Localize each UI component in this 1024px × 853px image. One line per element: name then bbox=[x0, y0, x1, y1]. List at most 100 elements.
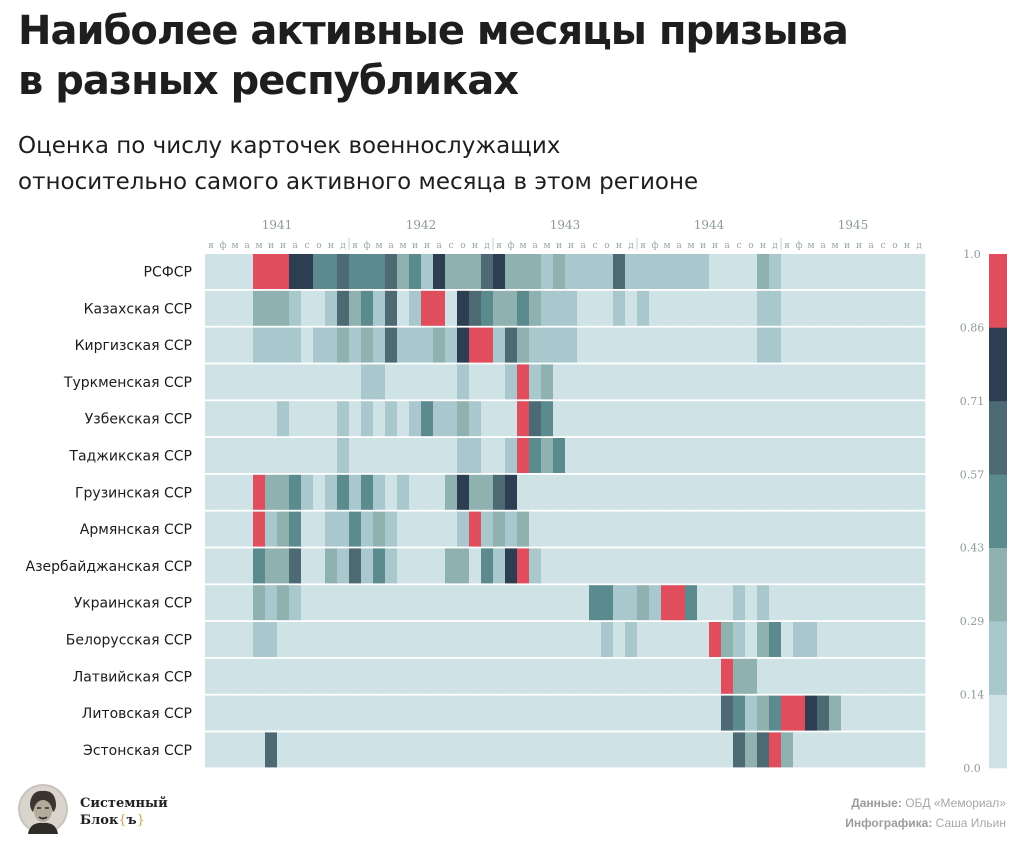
heatmap-cell bbox=[901, 254, 914, 289]
heatmap-cell bbox=[757, 474, 770, 510]
heatmap-cell bbox=[265, 732, 278, 768]
heatmap-cell bbox=[265, 658, 278, 694]
heatmap-cell bbox=[397, 290, 410, 326]
heatmap-cell bbox=[913, 511, 926, 547]
heatmap-cell bbox=[709, 364, 722, 400]
heatmap-cell bbox=[385, 474, 398, 510]
heatmap-cell bbox=[865, 622, 878, 657]
month-label: я bbox=[352, 241, 358, 251]
heatmap-cell bbox=[517, 622, 530, 657]
heatmap-cell bbox=[229, 254, 242, 289]
heatmap-cell bbox=[217, 732, 230, 768]
row-label: Эстонская ССР bbox=[83, 743, 192, 759]
heatmap-cell bbox=[421, 622, 434, 657]
heatmap-cell bbox=[829, 401, 842, 437]
heatmap-cell bbox=[589, 401, 602, 437]
heatmap-cell bbox=[841, 695, 854, 731]
heatmap-cell bbox=[841, 474, 854, 510]
heatmap-cell bbox=[793, 658, 806, 694]
heatmap-cell bbox=[685, 732, 698, 768]
heatmap-cell bbox=[337, 548, 350, 584]
heatmap-cell bbox=[733, 695, 746, 731]
heatmap-cell bbox=[253, 364, 266, 400]
heatmap-cell bbox=[877, 474, 890, 510]
heatmap-cell bbox=[301, 511, 314, 547]
heatmap-cell bbox=[517, 254, 530, 289]
heatmap-cell bbox=[601, 658, 614, 694]
heatmap-cell bbox=[517, 290, 530, 326]
heatmap-cell bbox=[373, 622, 386, 657]
heatmap-cell bbox=[817, 732, 830, 768]
heatmap-cell bbox=[505, 548, 518, 584]
heatmap-cell bbox=[553, 585, 566, 621]
heatmap-cell bbox=[397, 511, 410, 547]
heatmap-cell bbox=[229, 585, 242, 621]
month-label: и bbox=[268, 241, 274, 251]
heatmap-cell bbox=[457, 658, 470, 694]
month-label: н bbox=[760, 241, 766, 251]
heatmap-cell bbox=[541, 364, 554, 400]
heatmap-cell bbox=[469, 254, 482, 289]
heatmap-cell bbox=[481, 658, 494, 694]
heatmap-cell bbox=[289, 695, 302, 731]
heatmap-cell bbox=[481, 511, 494, 547]
heatmap-cell bbox=[409, 695, 422, 731]
heatmap-cell bbox=[553, 511, 566, 547]
title-line-1: Наиболее активные месяцы призыва bbox=[18, 8, 849, 54]
heatmap-cell bbox=[541, 658, 554, 694]
heatmap-cell bbox=[817, 548, 830, 584]
heatmap-cell bbox=[637, 622, 650, 657]
heatmap-cell bbox=[601, 695, 614, 731]
heatmap-cell bbox=[277, 474, 290, 510]
heatmap-cell bbox=[733, 732, 746, 768]
heatmap-cell bbox=[217, 254, 230, 289]
heatmap-cell bbox=[709, 401, 722, 437]
heatmap-cell bbox=[529, 474, 542, 510]
heatmap-cell bbox=[733, 401, 746, 437]
heatmap-cell bbox=[325, 511, 338, 547]
heatmap-cell bbox=[841, 254, 854, 289]
heatmap-cell bbox=[409, 364, 422, 400]
heatmap-cell bbox=[277, 254, 290, 289]
heatmap-cell bbox=[901, 732, 914, 768]
heatmap-cell bbox=[889, 695, 902, 731]
month-label: и bbox=[844, 241, 850, 251]
heatmap-cell bbox=[613, 327, 626, 363]
heatmap-cell bbox=[649, 438, 662, 473]
heatmap-cell bbox=[217, 658, 230, 694]
heatmap-cell bbox=[685, 474, 698, 510]
heatmap-cell bbox=[745, 511, 758, 547]
row-label: Литовская ССР bbox=[82, 706, 192, 722]
heatmap-cell bbox=[805, 474, 818, 510]
heatmap-cell bbox=[889, 327, 902, 363]
heatmap-cell bbox=[421, 548, 434, 584]
month-label: м bbox=[255, 241, 262, 251]
heatmap-cell bbox=[229, 401, 242, 437]
heatmap-cell bbox=[205, 254, 218, 289]
heatmap-cell bbox=[301, 622, 314, 657]
heatmap-cell bbox=[589, 327, 602, 363]
heatmap-cell bbox=[361, 401, 374, 437]
heatmap-cell bbox=[769, 254, 782, 289]
heatmap-cell bbox=[433, 438, 446, 473]
legend-tick: 0.57 bbox=[960, 468, 985, 481]
heatmap-cell bbox=[721, 658, 734, 694]
heatmap-cell bbox=[805, 511, 818, 547]
heatmap-cell bbox=[397, 364, 410, 400]
heatmap-cell bbox=[805, 658, 818, 694]
heatmap-cell bbox=[457, 548, 470, 584]
year-axis: 1941 1942 1943 1944 1945 bbox=[262, 218, 869, 232]
heatmap-cell bbox=[421, 732, 434, 768]
heatmap-cell bbox=[697, 695, 710, 731]
heatmap-cell bbox=[841, 548, 854, 584]
heatmap-cell bbox=[577, 438, 590, 473]
heatmap-cell bbox=[817, 585, 830, 621]
heatmap-cell bbox=[805, 290, 818, 326]
heatmap-cell bbox=[901, 364, 914, 400]
heatmap-cell bbox=[589, 438, 602, 473]
heatmap-cell bbox=[565, 658, 578, 694]
heatmap-cell bbox=[745, 438, 758, 473]
heatmap-cell bbox=[889, 438, 902, 473]
year-label: 1945 bbox=[838, 218, 869, 232]
heatmap-cell bbox=[709, 658, 722, 694]
